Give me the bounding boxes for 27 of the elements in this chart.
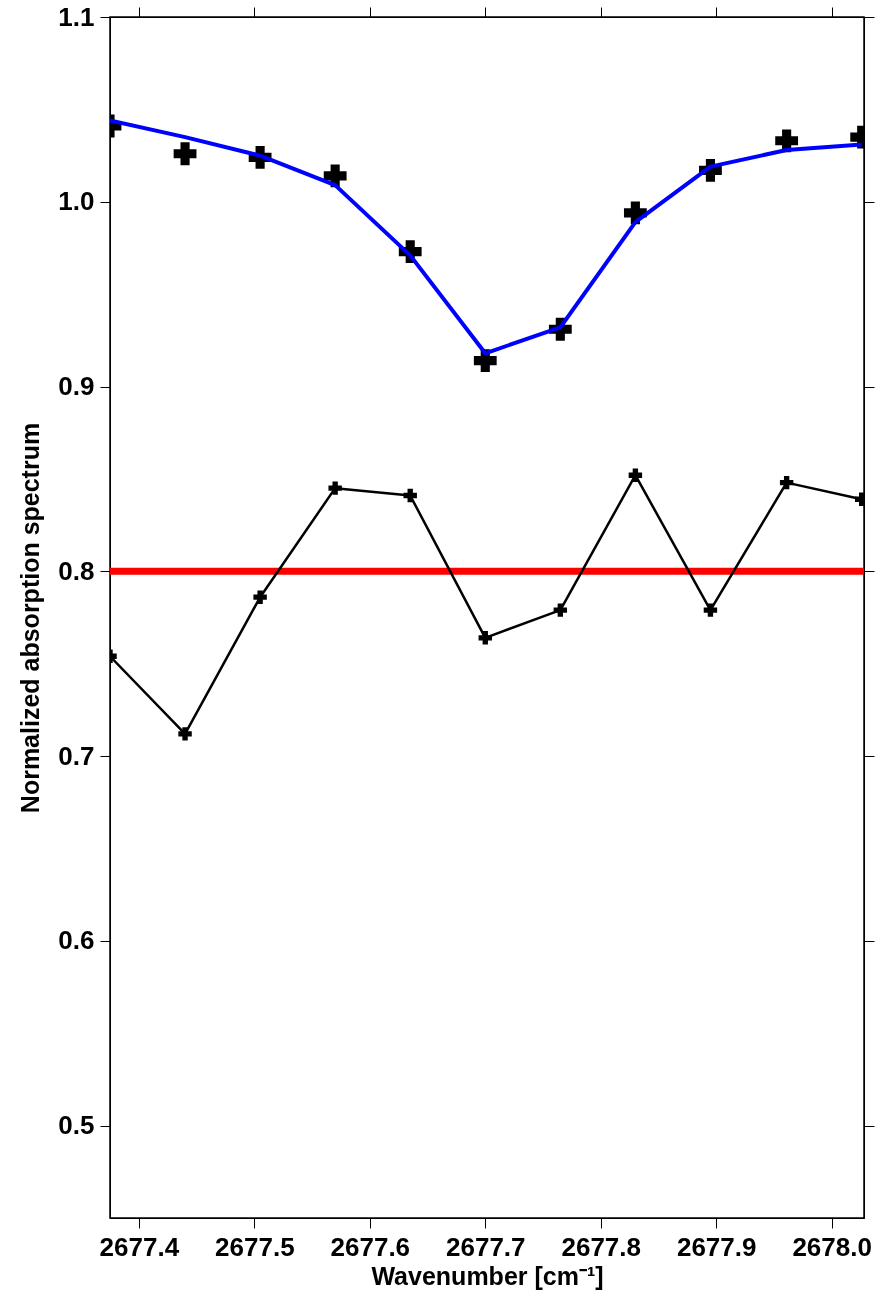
point	[173, 142, 197, 166]
x-tick-label: 2677.5	[215, 1231, 295, 1262]
x-tick-label: 2677.4	[99, 1231, 180, 1262]
point	[703, 603, 718, 617]
point	[328, 481, 342, 495]
y-tick-label: 0.8	[58, 555, 95, 586]
point	[478, 631, 492, 645]
x-axis-title: Wavenumber [cm⁻¹]	[371, 1261, 604, 1290]
y-tick-label: 0.9	[58, 371, 95, 402]
y-tick-label: 1.1	[58, 1, 95, 32]
point	[553, 603, 568, 617]
point	[628, 468, 643, 482]
x-tick-label: 2677.8	[561, 1231, 641, 1262]
x-tick-label: 2677.9	[676, 1231, 757, 1262]
y-tick-label: 0.5	[58, 1110, 95, 1141]
y-tick-label: 0.7	[58, 740, 95, 771]
point	[253, 590, 267, 604]
point	[403, 488, 417, 503]
y-axis-title: Normalized absorption spectrum	[16, 422, 45, 814]
y-tick-label: 1.0	[58, 186, 95, 217]
x-tick-label: 2677.6	[330, 1231, 411, 1262]
x-tick-label: 2678.0	[792, 1231, 872, 1262]
point	[178, 727, 192, 741]
point	[779, 475, 794, 490]
point	[323, 164, 347, 188]
y-tick-label: 0.6	[58, 925, 95, 956]
x-tick-label: 2677.7	[446, 1231, 526, 1262]
